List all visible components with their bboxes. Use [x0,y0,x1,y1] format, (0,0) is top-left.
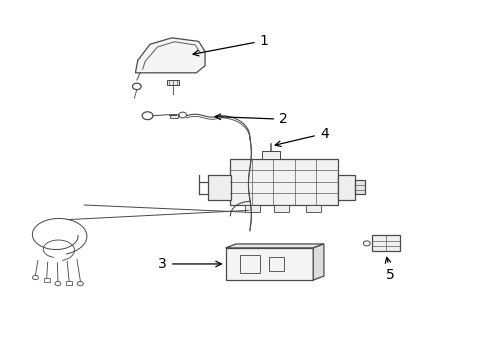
Polygon shape [313,244,324,280]
Text: 2: 2 [215,112,288,126]
Text: 5: 5 [385,257,395,282]
Bar [44,278,49,282]
Bar [171,113,178,118]
Polygon shape [225,244,324,248]
Bar [306,205,320,212]
Bar [338,175,355,200]
Bar [355,180,366,194]
Bar [270,257,284,271]
Bar [245,205,260,212]
Bar [262,151,280,158]
Text: 1: 1 [193,34,269,56]
Bar [66,281,72,285]
Bar [274,205,289,212]
Polygon shape [135,38,205,73]
Text: 4: 4 [275,127,329,147]
Bar [240,255,260,273]
Bar [167,80,179,85]
Bar [225,248,313,280]
Text: 3: 3 [158,257,221,271]
Bar [208,175,231,200]
Bar [230,158,338,205]
Bar [372,235,400,251]
